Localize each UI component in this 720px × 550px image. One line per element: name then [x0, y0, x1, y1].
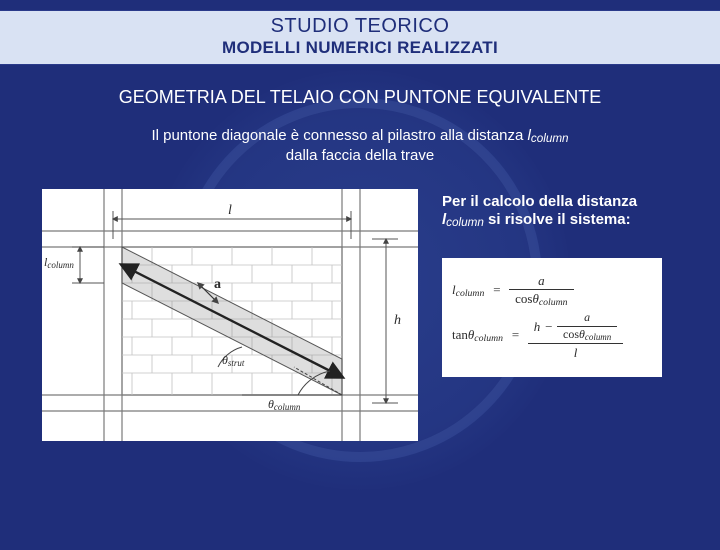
fig-label-theta-column: θcolumn — [268, 397, 300, 412]
subtitle-var-sub: column — [531, 132, 569, 145]
content-row: l lcolumn a θstrut θcolumn h Per il calc… — [0, 189, 720, 441]
right-text: Per il calcolo della distanza lcolumn si… — [442, 193, 662, 231]
fig-label-h: h — [394, 313, 401, 329]
right-panel: Per il calcolo della distanza lcolumn si… — [442, 189, 662, 377]
banner-title-1: STUDIO TEORICO — [0, 15, 720, 38]
title-banner: STUDIO TEORICO MODELLI NUMERICI REALIZZA… — [0, 10, 720, 65]
equation-1: lcolumn = a cosθcolumn — [452, 274, 652, 306]
equation-system: lcolumn = a cosθcolumn tanθcolumn = h − — [442, 258, 662, 377]
equation-2: tanθcolumn = h − a cosθcolumn l — [452, 312, 652, 359]
frame-diagram: l lcolumn a θstrut θcolumn h — [42, 189, 418, 441]
banner-title-2: MODELLI NUMERICI REALIZZATI — [0, 38, 720, 58]
subtitle-text-b: dalla faccia della trave — [286, 147, 434, 164]
subtitle-text-a: Il puntone diagonale è connesso al pilas… — [151, 127, 527, 144]
fig-label-theta-strut: θstrut — [222, 353, 244, 368]
section-heading: GEOMETRIA DEL TELAIO CON PUNTONE EQUIVAL… — [0, 87, 720, 108]
subtitle: Il puntone diagonale è connesso al pilas… — [0, 126, 720, 167]
fig-label-lcolumn: lcolumn — [44, 255, 74, 270]
fig-label-a: a — [214, 277, 221, 293]
fig-label-l: l — [228, 203, 232, 219]
